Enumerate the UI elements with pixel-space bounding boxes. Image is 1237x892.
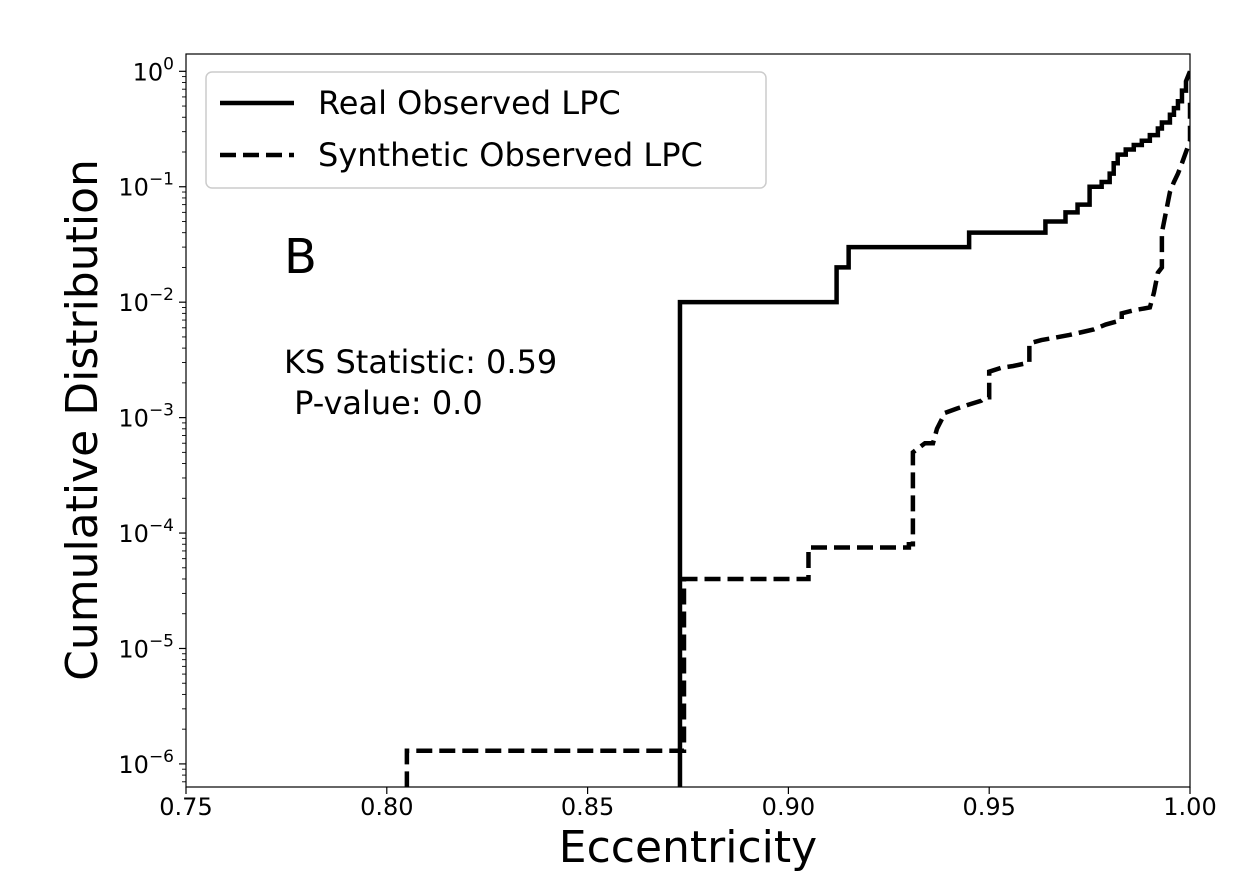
y-axis-label: Cumulative Distribution [57, 159, 108, 681]
p-value-text: P-value: 0.0 [284, 384, 483, 422]
legend-box [205, 71, 767, 189]
series-line-real [677, 70, 1190, 787]
plot-area-frame [185, 53, 1191, 788]
x-tick-label: 0.85 [561, 793, 614, 821]
ks-statistic-text: KS Statistic: 0.59 [284, 343, 557, 381]
y-tick-label: 10−5 [118, 631, 174, 663]
x-tick-label: 0.95 [962, 793, 1015, 821]
y-tick-label: 100 [133, 54, 174, 86]
legend-label-synthetic: Synthetic Observed LPC [318, 136, 703, 174]
x-tick-label: 0.75 [159, 793, 212, 821]
y-tick-label: 10−3 [118, 401, 174, 433]
x-tick-label: 0.90 [762, 793, 815, 821]
x-tick-label: 0.80 [360, 793, 413, 821]
y-tick-label: 10−4 [118, 516, 174, 548]
legend-label-real: Real Observed LPC [318, 84, 621, 122]
series-line-synthetic [404, 96, 1190, 787]
x-tick-label: 1.00 [1163, 793, 1216, 821]
panel-letter: B [284, 229, 317, 285]
y-tick-label: 10−6 [118, 747, 174, 779]
y-tick-label: 10−1 [118, 170, 174, 202]
x-axis-label: Eccentricity [559, 822, 817, 873]
y-tick-label: 10−2 [118, 285, 174, 317]
legend: Real Observed LPC Synthetic Observed LPC [205, 71, 767, 189]
